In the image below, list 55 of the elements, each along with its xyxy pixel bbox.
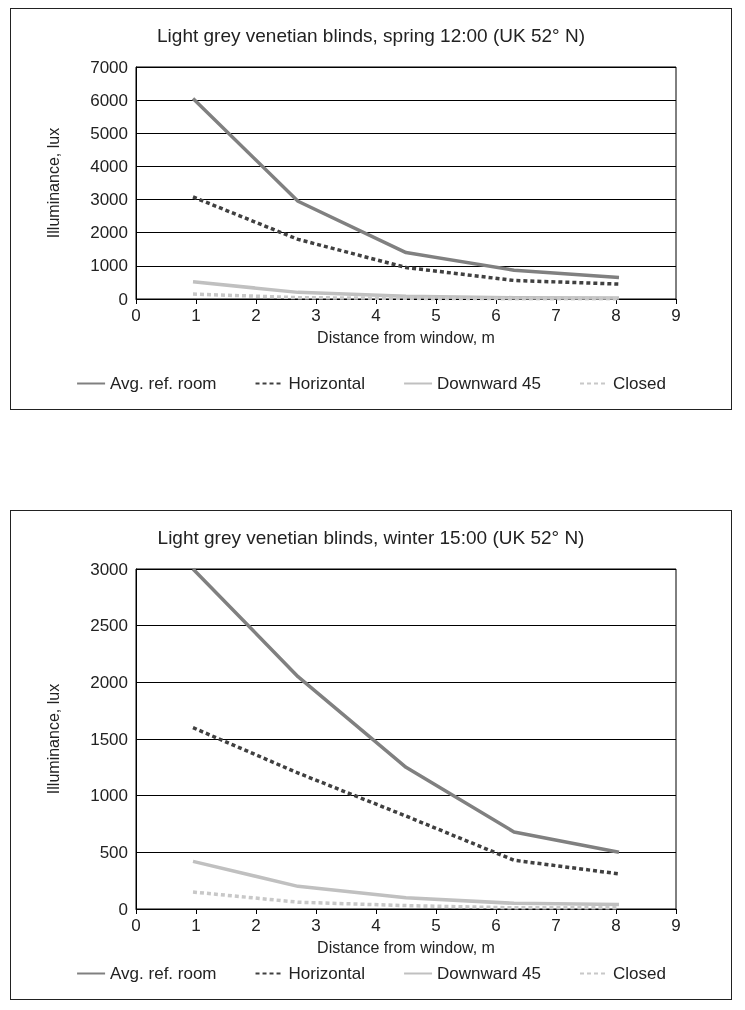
x-tick-label: 7 <box>551 916 561 935</box>
line-series <box>191 725 621 876</box>
x-tick-label: 3 <box>311 916 321 935</box>
y-tick-label: 6000 <box>90 90 128 110</box>
y-tick-label: 0 <box>118 899 128 919</box>
legend-label: Closed <box>613 964 666 983</box>
y-tick-label: 4000 <box>90 156 128 176</box>
x-tick-label: 8 <box>611 306 621 325</box>
y-tick-label: 2000 <box>90 672 128 692</box>
line-series <box>191 567 621 855</box>
legend-label: Avg. ref. room <box>110 964 217 983</box>
x-tick-label: 1 <box>191 306 201 325</box>
x-tick-label: 0 <box>131 306 141 325</box>
legend-label: Downward 45 <box>437 964 542 983</box>
x-tick-label: 4 <box>371 916 381 935</box>
legend-label: Horizontal <box>288 964 366 983</box>
y-axis-title: Illuminance, lux <box>44 683 62 795</box>
legend-label: Downward 45 <box>437 374 542 393</box>
y-tick-label: 1000 <box>90 786 128 806</box>
x-tick-label: 6 <box>491 916 501 935</box>
x-axis-title: Distance from window, m <box>317 328 495 346</box>
x-tick-label: 7 <box>551 306 561 325</box>
x-axis-title: Distance from window, m <box>317 938 495 956</box>
y-tick-label: 3000 <box>90 190 128 210</box>
y-tick-label: 7000 <box>90 57 128 77</box>
x-tick-label: 0 <box>131 916 141 935</box>
x-tick-label: 4 <box>371 306 381 325</box>
x-tick-label: 9 <box>671 916 681 935</box>
x-tick-label: 2 <box>251 916 261 935</box>
chart-title: Light grey venetian blinds, spring 12:00 (UK 52° N) <box>157 25 585 46</box>
line-series <box>191 195 621 286</box>
y-tick-label: 2000 <box>90 223 128 243</box>
y-tick-label: 5000 <box>90 123 128 143</box>
legend-label: Avg. ref. room <box>110 374 217 393</box>
line-series <box>191 280 621 300</box>
x-tick-label: 6 <box>491 306 501 325</box>
legend-label: Horizontal <box>288 374 366 393</box>
y-tick-label: 0 <box>118 289 128 309</box>
y-axis-title: Illuminance, lux <box>44 127 62 239</box>
y-tick-label: 1000 <box>90 256 128 276</box>
x-tick-label: 8 <box>611 916 621 935</box>
y-tick-label: 500 <box>99 842 128 862</box>
line-series <box>191 96 621 280</box>
x-tick-label: 9 <box>671 306 681 325</box>
y-tick-label: 2500 <box>90 616 128 636</box>
chart-title: Light grey venetian blinds, winter 15:00 (UK 52° N) <box>157 527 585 548</box>
x-tick-label: 2 <box>251 306 261 325</box>
x-tick-label: 5 <box>431 306 441 325</box>
legend-label: Closed <box>613 374 666 393</box>
y-tick-label: 3000 <box>90 559 128 579</box>
y-tick-label: 1500 <box>90 729 128 749</box>
x-tick-label: 5 <box>431 916 441 935</box>
line-series <box>191 859 621 907</box>
x-tick-label: 3 <box>311 306 321 325</box>
x-tick-label: 1 <box>191 916 201 935</box>
